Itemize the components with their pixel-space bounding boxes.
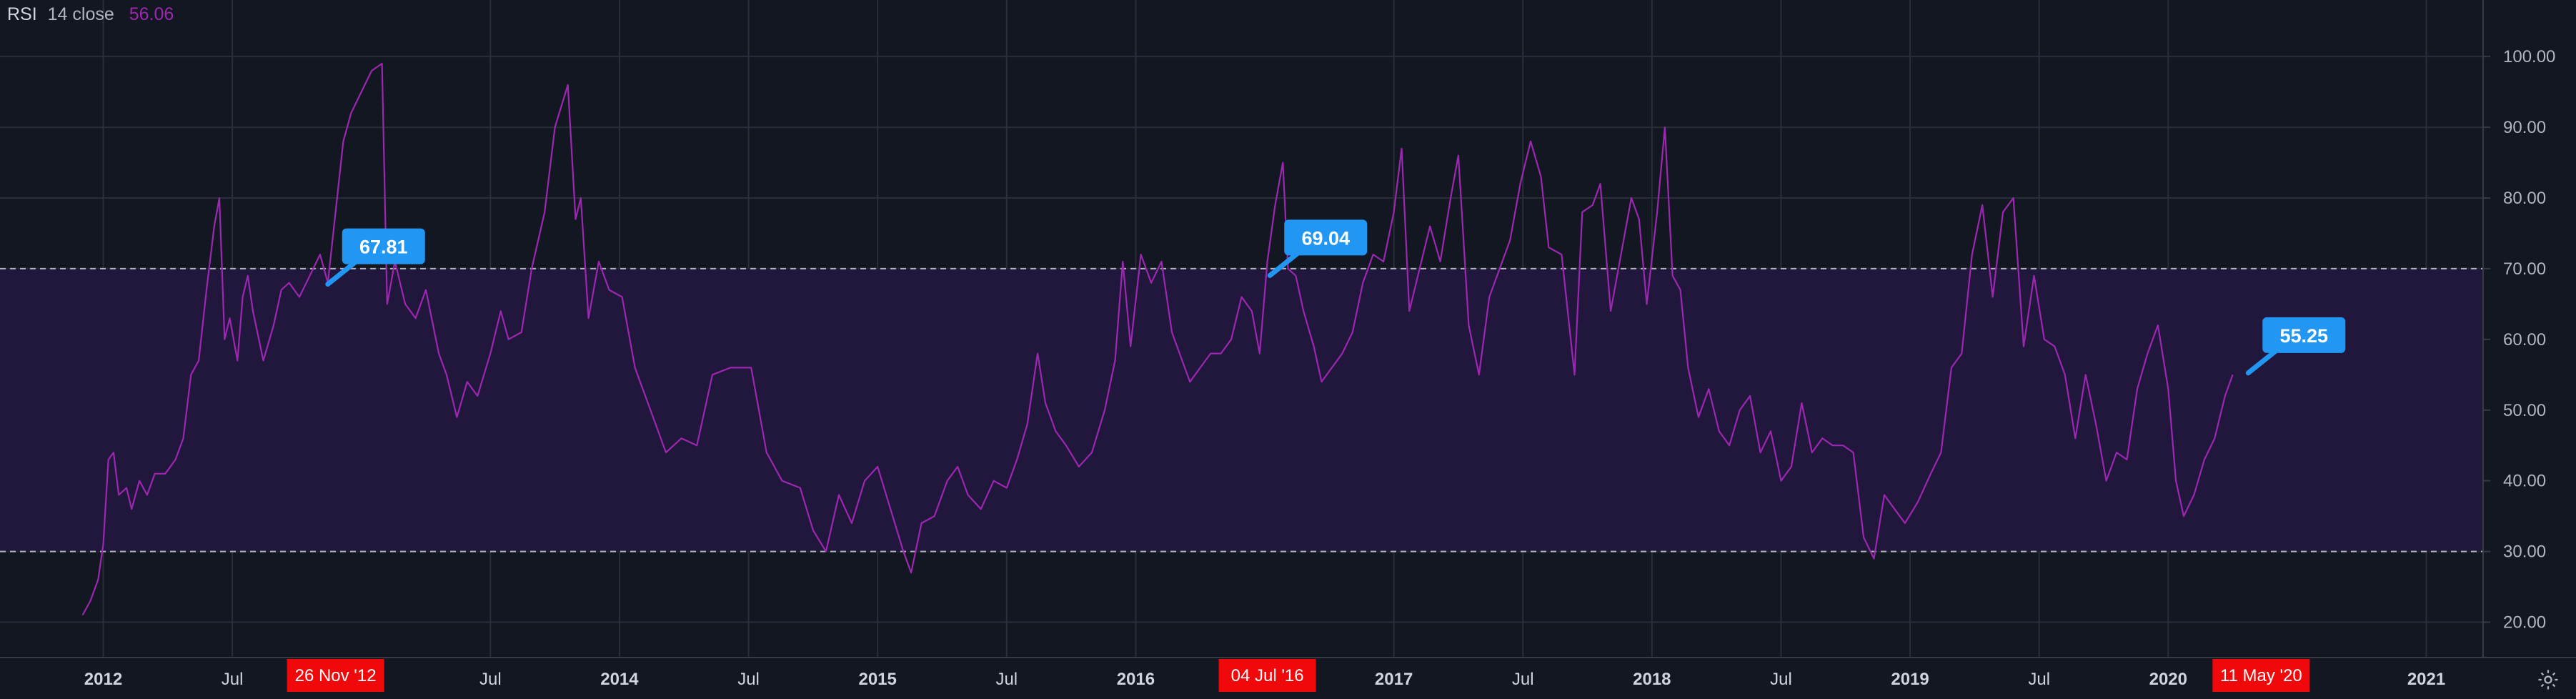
time-tick-label: Jul: [479, 670, 502, 689]
callout-box: [1284, 219, 1368, 256]
time-tick-label: Jul: [995, 670, 1018, 689]
time-tick-label: Jul: [2028, 670, 2050, 689]
time-tick-label: 2012: [84, 670, 122, 689]
time-tick-label: 2019: [1891, 670, 1929, 689]
date-flag-box: [287, 659, 384, 692]
callout-label: 55.25: [2279, 325, 2328, 347]
callout-pointer: [1267, 249, 1301, 278]
indicator-legend[interactable]: RSI 14 close 56.06: [7, 4, 174, 25]
callout-box: [342, 228, 425, 264]
price-tick-label: 100.00: [2503, 47, 2555, 66]
price-tick-label: 40.00: [2503, 472, 2546, 491]
date-flag-label: 11 May '20: [2220, 666, 2302, 685]
time-tick-label: Jul: [1770, 670, 1792, 689]
price-tick-label: 20.00: [2503, 613, 2546, 633]
time-tick-label: Jul: [1512, 670, 1534, 689]
callout-pointer: [325, 259, 359, 287]
date-flag-box: [1218, 659, 1316, 692]
legend-params: 14 close: [47, 4, 114, 24]
price-axis[interactable]: 20.00 30.00 40.00 50.00 60.00 70.00 80.00 90.00…: [2483, 47, 2555, 633]
callout-label: 69.04: [1301, 227, 1350, 249]
date-flag-box: [2212, 659, 2310, 692]
date-flag-label: 26 Nov '12: [295, 666, 377, 685]
callout-label: 67.81: [359, 237, 408, 258]
date-flags: 26 Nov '12 04 Jul '16 11 May '20: [287, 659, 2310, 692]
rsi-series-line: [81, 62, 2234, 616]
value-callouts: 67.81 69.04 55.25: [325, 219, 2346, 376]
time-tick-label: Jul: [737, 670, 760, 689]
callout-box: [2262, 317, 2346, 353]
date-flag-label: 04 Jul '16: [1231, 666, 1304, 685]
time-tick-label: 2016: [1117, 670, 1155, 689]
price-tick-label: 70.00: [2503, 259, 2546, 279]
price-tick-label: 50.00: [2503, 401, 2546, 420]
time-tick-label: 2014: [600, 670, 639, 689]
time-tick-label: 2015: [858, 670, 896, 689]
price-tick-label: 80.00: [2503, 189, 2546, 208]
time-tick-label: 2021: [2407, 670, 2445, 689]
time-tick-label: Jul: [222, 670, 244, 689]
band-lines: [0, 267, 2483, 552]
time-tick-label: 2017: [1375, 670, 1413, 689]
time-axis[interactable]: 2012 Jul Jul 2014 Jul 2015 Jul 2016 2017 Jul 2018 J…: [84, 670, 2445, 689]
price-tick-label: 90.00: [2503, 118, 2546, 137]
callout-pointer: [2245, 347, 2279, 376]
legend-title: RSI: [7, 4, 37, 24]
time-tick-label: 2018: [1633, 670, 1671, 689]
price-tick-label: 30.00: [2503, 542, 2546, 562]
gear-icon[interactable]: [2536, 668, 2560, 692]
overbought-oversold-band: [0, 268, 2483, 552]
price-tick-label: 60.00: [2503, 330, 2546, 350]
time-tick-label: 2020: [2149, 670, 2187, 689]
legend-value: 56.06: [129, 4, 174, 24]
